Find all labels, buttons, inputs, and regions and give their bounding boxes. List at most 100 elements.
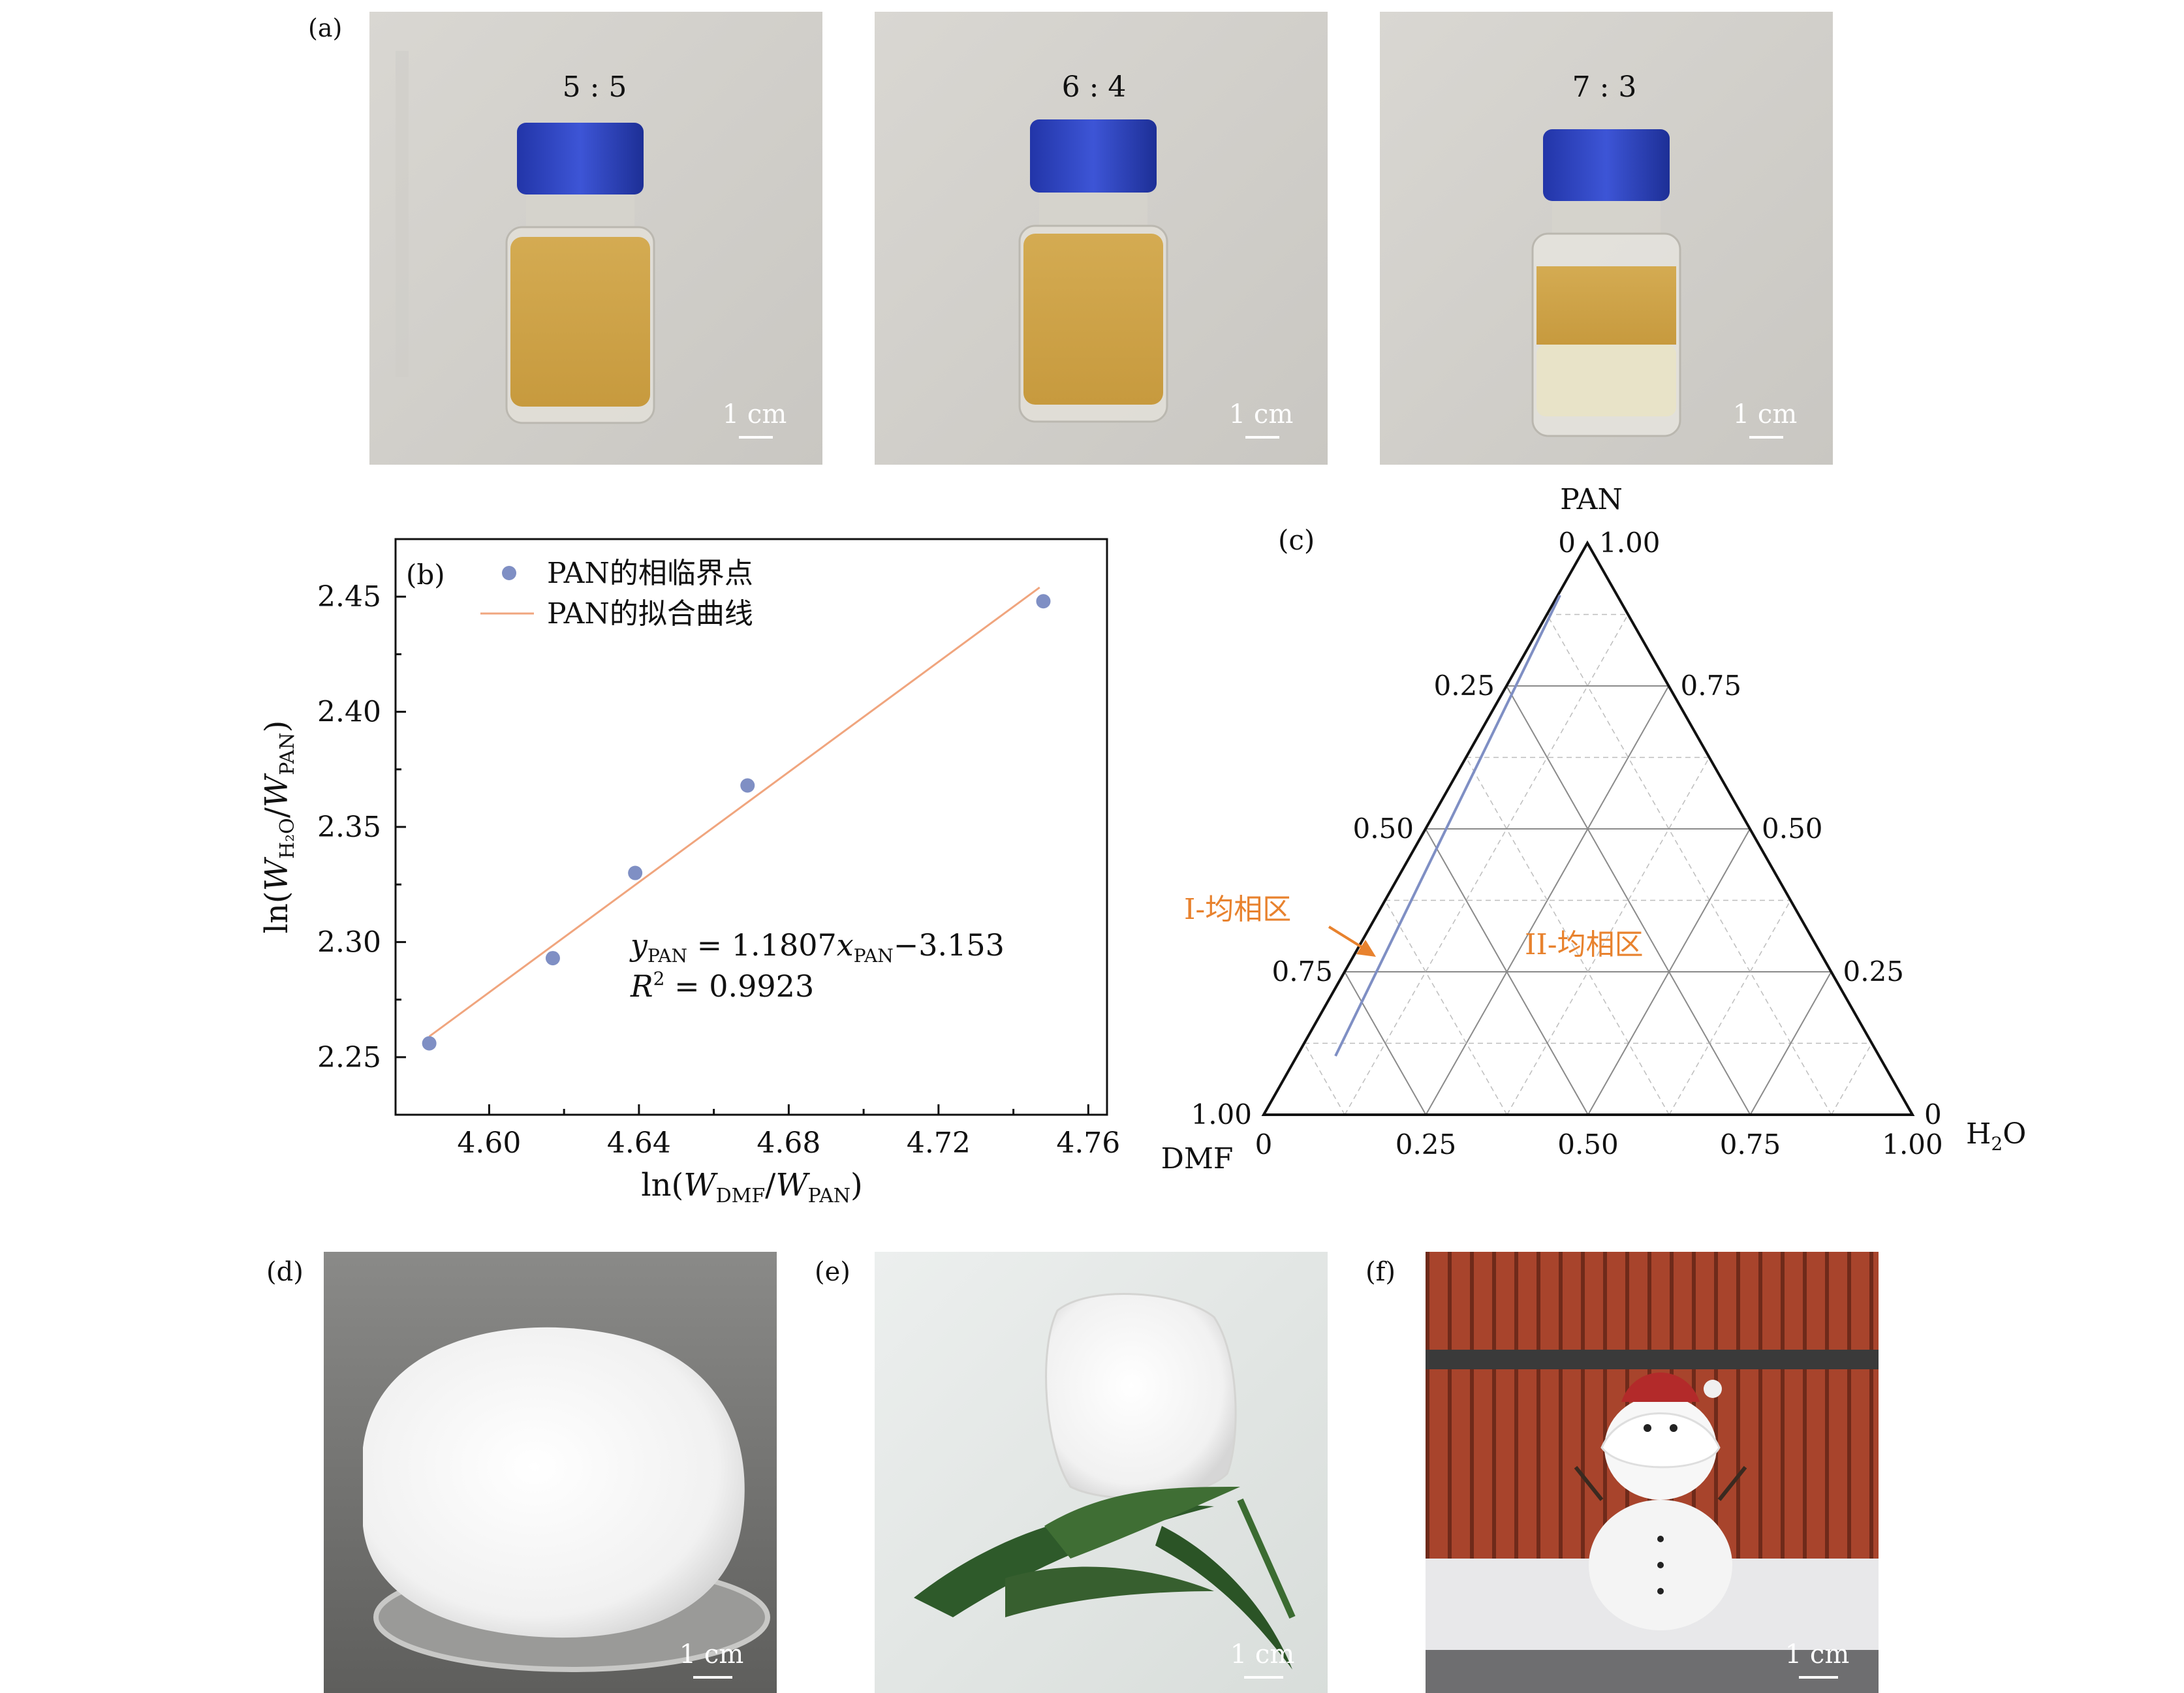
- bottle-homogeneous-icon: [505, 123, 655, 424]
- xlabel-slash: /: [765, 1167, 776, 1204]
- left-tick-label: 0: [1558, 527, 1576, 559]
- bottle-phase-separated-icon: [1531, 129, 1681, 437]
- scale-bar: [1799, 1676, 1838, 1679]
- region-label-1: I-均相区: [1184, 893, 1291, 926]
- ratio-label: 5 : 5: [563, 70, 627, 104]
- grid-line-major: [1344, 971, 1427, 1115]
- y-axis-label: ln(WH₂O/WPAN): [258, 721, 299, 934]
- y-tick-label: 2.35: [317, 811, 381, 844]
- scale-bar-label: 1 cm: [723, 399, 787, 429]
- h2o-sub: 2: [1991, 1133, 2003, 1155]
- grid-line-major: [1506, 685, 1751, 1115]
- snowman-photo-f: 1 cm: [1426, 1252, 1879, 1693]
- left-tick-label: 0.25: [1433, 670, 1495, 702]
- legend-label-points: PAN的相临界点: [547, 557, 753, 590]
- right-tick-label: 0.25: [1843, 955, 1905, 987]
- scale-bar-label: 1 cm: [1733, 399, 1798, 429]
- grid-line-minor: [1668, 900, 1791, 1115]
- bottom-tick-label: 0.75: [1720, 1128, 1781, 1160]
- grid-line-minor: [1303, 1043, 1345, 1115]
- eq-y-sub: PAN: [647, 945, 687, 967]
- ternary-outline: [1261, 540, 1915, 1116]
- scale-bar-label: 1 cm: [1229, 399, 1294, 429]
- x-tick-label: 4.64: [607, 1126, 671, 1160]
- bottle-homogeneous-icon: [1018, 119, 1168, 423]
- legend-marker-scatter: [502, 566, 516, 580]
- scatter-chart: (b) PAN的相临界点 PAN的拟合曲线 4.60 4.64 4.68 4.72 4.…: [258, 538, 1120, 1207]
- r2-value: = 0.9923: [664, 969, 814, 1004]
- ternary-grid: [1261, 540, 1915, 1116]
- sponge-on-leaf-photo-icon: [914, 1293, 1296, 1670]
- scale-bar: [739, 436, 773, 439]
- legend-label-fit: PAN的拟合曲线: [547, 597, 753, 630]
- x-tick-label: 4.68: [757, 1126, 820, 1160]
- scale-bar: [693, 1676, 732, 1679]
- h2o-h: H: [1966, 1117, 1991, 1151]
- scale-bar: [1245, 436, 1279, 439]
- grid-line-minor: [1344, 614, 1629, 1115]
- panel-c-tag: (c): [1278, 524, 1315, 556]
- ylabel-w2-sub: PAN: [276, 732, 299, 775]
- x-tick-label: 4.72: [907, 1126, 971, 1160]
- panel-e-tag: (e): [815, 1257, 850, 1287]
- y-tick-label: 2.30: [317, 925, 381, 959]
- eq-y: y: [629, 927, 648, 963]
- vertex-label-h2o: H2O: [1966, 1117, 2026, 1155]
- bottle-photo-3: 7 : 3 1 cm: [1380, 12, 1833, 465]
- xlabel-w2-sub: PAN: [808, 1185, 850, 1207]
- grid-line-major: [1425, 685, 1670, 1115]
- bottom-tick-label: 0.50: [1557, 1128, 1619, 1160]
- xlabel-post: ): [850, 1167, 863, 1204]
- grid-line-minor: [1546, 614, 1832, 1115]
- eq-x-sub: PAN: [854, 945, 894, 967]
- scale-bar-label: 1 cm: [1230, 1639, 1295, 1670]
- ylabel-slash: /: [258, 807, 295, 818]
- left-tick-label: 0.50: [1352, 813, 1414, 845]
- fluffy-sponge-photo-icon: [363, 1327, 770, 1672]
- grid-line-minor: [1384, 900, 1508, 1115]
- r-squared: R2 = 0.9923: [630, 968, 814, 1004]
- snowman-photo-icon: [1574, 1373, 1747, 1630]
- bottle-photo-2: 6 : 4 1 cm: [875, 12, 1328, 465]
- vertex-label-pan: PAN: [1560, 483, 1623, 516]
- right-tick-label: 0.75: [1681, 670, 1742, 702]
- y-tick-label: 2.45: [317, 580, 381, 614]
- sponge-photo-e: 1 cm: [875, 1252, 1328, 1693]
- x-axis-label: ln(WDMF/WPAN): [641, 1167, 863, 1207]
- ratio-label: 7 : 3: [1572, 70, 1637, 104]
- r2-sup: 2: [653, 968, 665, 989]
- scale-bar: [1749, 436, 1783, 439]
- y-axis: 2.25 2.30 2.35 2.40 2.45: [317, 580, 406, 1074]
- bottom-tick-label: 1.00: [1882, 1128, 1943, 1160]
- x-tick-label: 4.60: [457, 1126, 521, 1160]
- region-arrow-head: [1356, 940, 1376, 957]
- left-tick-label: 1.00: [1191, 1098, 1252, 1130]
- xlabel-w1-sub: DMF: [716, 1185, 766, 1207]
- grid-line-major: [1425, 828, 1589, 1115]
- region-annotation: I-均相区 II-均相区: [1184, 893, 1644, 961]
- left-tick-label: 0.75: [1271, 955, 1333, 987]
- panel-a-tag: (a): [308, 14, 342, 42]
- fit-equation: yPAN = 1.1807xPAN−3.153: [629, 927, 1005, 967]
- region-label-2: II-均相区: [1525, 928, 1644, 961]
- vertex-label-dmf: DMF: [1161, 1142, 1234, 1175]
- ylabel-w2: W: [258, 773, 295, 807]
- eq-x: x: [837, 927, 854, 963]
- data-point: [545, 951, 560, 966]
- panel-d-tag: (d): [266, 1257, 304, 1287]
- eq-coef: = 1.1807: [687, 927, 837, 963]
- right-tick-label: 0: [1924, 1098, 1942, 1130]
- y-tick-label: 2.40: [317, 696, 381, 729]
- bottle-photo-1: 5 : 5 1 cm: [369, 12, 822, 465]
- grid-line-minor: [1465, 757, 1670, 1115]
- data-point: [1036, 594, 1051, 609]
- scale-bar-label: 1 cm: [1785, 1639, 1850, 1670]
- ylabel-post: ): [258, 721, 295, 733]
- data-point: [422, 1036, 437, 1051]
- h2o-o: O: [2003, 1117, 2026, 1151]
- region-arrow-line: [1328, 925, 1368, 952]
- phase-boundary-line: [1334, 595, 1561, 1057]
